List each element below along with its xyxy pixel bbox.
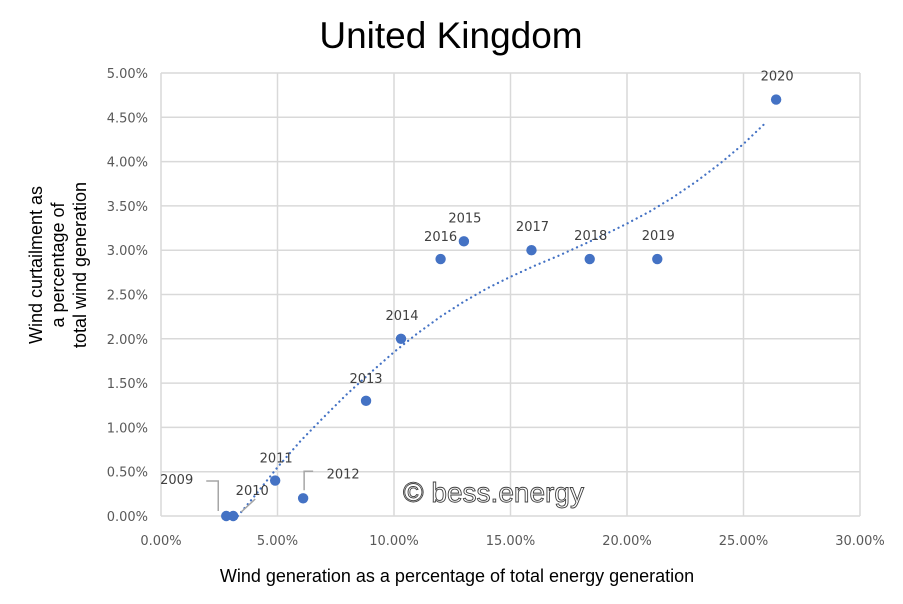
y-tick-label: 1.00% [107, 421, 148, 436]
data-points [221, 94, 782, 522]
y-tick-label: 2.50% [107, 289, 148, 304]
y-tick-label: 3.50% [107, 200, 148, 215]
data-point-2015 [458, 236, 470, 247]
data-label-2013: 2013 [349, 372, 382, 387]
data-label-2016: 2016 [424, 230, 457, 245]
y-axis-title-line-1: Wind curtailment as [26, 186, 46, 344]
data-label-2009: 2009 [160, 473, 193, 488]
data-point-2011 [269, 475, 281, 486]
y-tick-label: 2.00% [107, 333, 148, 348]
y-axis-title: Wind curtailment as a percentage of tota… [26, 182, 90, 348]
y-tick-label: 0.00% [107, 510, 148, 525]
leader-line-2009 [206, 480, 219, 511]
trendline [236, 120, 768, 518]
data-label-2012: 2012 [327, 467, 360, 482]
gridlines [160, 72, 861, 517]
x-axis-ticks: 0.00% 5.00% 10.00% 15.00% 20.00% 25.00% 30.00% [140, 534, 884, 549]
data-label-2017: 2017 [516, 220, 549, 235]
x-tick-label: 10.00% [369, 534, 419, 549]
data-point-2018 [584, 253, 595, 265]
data-point-2010 [228, 510, 239, 522]
data-label-2011: 2011 [260, 452, 293, 467]
data-label-2015: 2015 [448, 211, 481, 226]
x-tick-label: 25.00% [719, 534, 769, 549]
x-tick-label: 30.00% [835, 534, 885, 549]
data-point-2013 [360, 395, 372, 407]
data-point-2017 [526, 245, 537, 256]
data-label-2020: 2020 [761, 70, 794, 85]
x-tick-label: 0.00% [140, 534, 181, 549]
data-point-2016 [435, 253, 446, 265]
leader-line-2010 [240, 498, 256, 513]
x-tick-label: 20.00% [602, 534, 652, 549]
trendline-path [236, 120, 768, 518]
leader-line-2012 [303, 470, 314, 491]
y-tick-label: 1.50% [107, 377, 148, 392]
x-axis-title: Wind generation as a percentage of total… [220, 566, 694, 586]
data-labels: 2009 2010 2011 2012 2013 2014 2015 2016 2017 2018… [160, 70, 794, 499]
data-label-2018: 2018 [574, 229, 607, 244]
data-label-2019: 2019 [642, 229, 675, 244]
x-tick-label: 5.00% [257, 534, 298, 549]
x-tick-label: 15.00% [486, 534, 536, 549]
data-point-2012 [297, 493, 309, 504]
watermark: © bess.energy [403, 477, 584, 508]
data-point-2014 [395, 333, 407, 344]
y-axis-title-line-2: a percentage of [48, 201, 68, 327]
y-axis-ticks: 0.00% 0.50% 1.00% 1.50% 2.00% 2.50% 3.00% 3.50%… [107, 67, 148, 525]
y-tick-label: 5.00% [107, 67, 148, 82]
y-tick-label: 3.00% [107, 244, 148, 259]
y-tick-label: 4.00% [107, 156, 148, 171]
y-tick-label: 0.50% [107, 466, 148, 481]
data-point-2019 [652, 253, 663, 265]
chart-title: United Kingdom [319, 15, 582, 56]
data-point-2020 [770, 94, 782, 105]
leader-lines [206, 470, 314, 513]
y-tick-label: 4.50% [107, 111, 148, 126]
data-label-2010: 2010 [236, 484, 269, 499]
data-label-2014: 2014 [385, 309, 418, 324]
y-axis-title-line-3: total wind generation [70, 182, 90, 348]
